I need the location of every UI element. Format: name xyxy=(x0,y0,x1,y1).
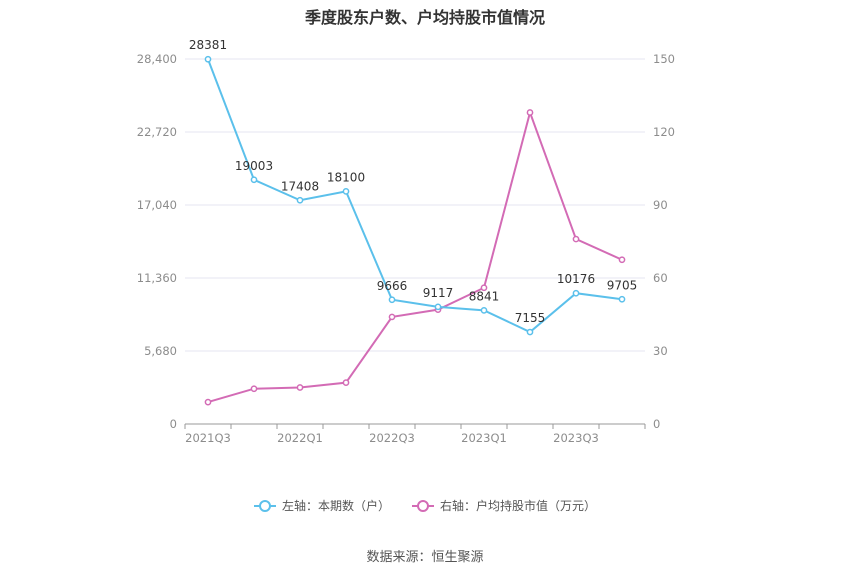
left-axis-tick-label: 22,720 xyxy=(137,125,177,139)
data-point-left xyxy=(296,196,304,204)
data-label: 9117 xyxy=(423,286,454,300)
data-point-left xyxy=(250,176,258,184)
chart-title: 季度股东户数、户均持股市值情况 xyxy=(304,8,545,27)
legend: 左轴：本期数（户） 右轴：户均持股市值（万元） xyxy=(0,497,850,514)
axes: 0 0 5,680 30 11,360 60 17,040 90 22,720 120 28,400… xyxy=(137,52,675,445)
series-line-left xyxy=(207,58,623,334)
left-axis-tick-label: 17,040 xyxy=(137,198,177,212)
data-point-right xyxy=(342,379,350,386)
data-label: 10176 xyxy=(557,272,595,286)
data-point-left xyxy=(388,296,396,304)
data-point-right xyxy=(296,384,304,391)
data-point-right xyxy=(388,313,396,321)
data-point-left xyxy=(434,303,442,311)
x-axis-tick-label: 2023Q3 xyxy=(553,431,599,445)
right-axis-tick-label: 0 xyxy=(653,417,660,431)
legend-item-left[interactable]: 左轴：本期数（户） xyxy=(253,497,390,514)
x-axis-tick-label: 2022Q1 xyxy=(277,431,323,445)
data-labels: 28381 19003 17408 18100 9666 9117 8841 7155 1017… xyxy=(189,38,637,325)
legend-swatch-left xyxy=(253,499,276,513)
data-label: 18100 xyxy=(327,170,365,184)
x-axis-tick-label: 2021Q3 xyxy=(185,431,231,445)
data-point-right xyxy=(250,385,258,393)
data-label: 7155 xyxy=(515,311,546,325)
data-source: 数据来源：恒生聚源 xyxy=(366,550,484,565)
data-label: 9666 xyxy=(377,279,408,293)
data-label: 19003 xyxy=(235,159,273,173)
left-axis-tick-label: 28,400 xyxy=(137,52,177,66)
data-label: 17408 xyxy=(281,179,319,193)
x-axis-tick-label: 2022Q3 xyxy=(369,431,415,445)
data-point-left xyxy=(618,295,626,303)
grid-lines xyxy=(185,58,645,352)
legend-swatch-right xyxy=(412,499,434,513)
data-point-left xyxy=(526,328,534,336)
data-point-left xyxy=(204,55,212,63)
data-point-right xyxy=(526,109,534,116)
left-axis-tick-label: 0 xyxy=(170,417,177,431)
legend-label-right: 右轴：户均持股市值（万元） xyxy=(440,499,597,513)
series-layer xyxy=(204,55,626,406)
x-axis-tick-label: 2023Q1 xyxy=(461,431,507,445)
data-point-right xyxy=(572,235,580,243)
left-axis-tick-label: 11,360 xyxy=(137,271,177,285)
right-axis-tick-label: 150 xyxy=(653,52,675,66)
series-line-right xyxy=(207,109,623,404)
data-point-right xyxy=(480,284,488,292)
legend-label-left: 左轴：本期数（户） xyxy=(281,499,390,513)
right-axis-tick-label: 120 xyxy=(653,125,675,139)
left-axis-tick-label: 5,680 xyxy=(144,344,177,358)
right-axis-tick-label: 60 xyxy=(653,271,668,285)
data-point-left xyxy=(480,307,488,314)
data-label: 8841 xyxy=(469,289,500,303)
data-label: 9705 xyxy=(607,278,638,292)
legend-item-right[interactable]: 右轴：户均持股市值（万元） xyxy=(412,497,596,514)
right-axis-tick-label: 30 xyxy=(653,344,668,358)
right-axis-tick-label: 90 xyxy=(653,198,668,212)
data-point-left xyxy=(342,188,350,195)
data-point-right xyxy=(618,256,626,264)
data-point-left xyxy=(572,289,580,297)
data-point-right xyxy=(204,398,212,406)
data-label: 28381 xyxy=(189,38,227,52)
